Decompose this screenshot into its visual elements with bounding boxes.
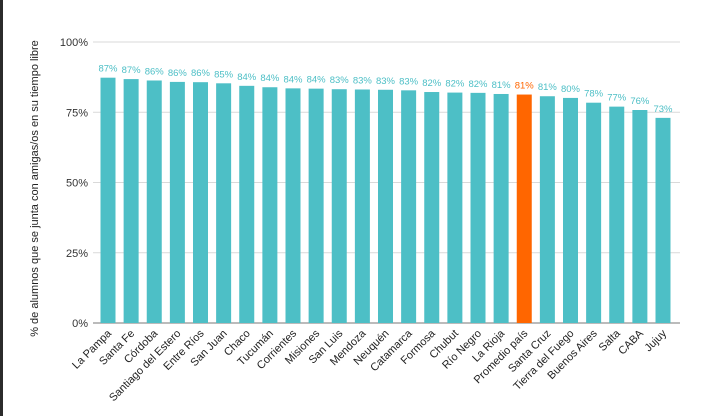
data-label: 82%	[468, 79, 488, 90]
data-label: 87%	[98, 64, 118, 75]
data-label: 78%	[584, 89, 604, 100]
data-label: 77%	[607, 93, 627, 104]
bar	[586, 102, 602, 323]
bar	[169, 81, 185, 323]
bar	[239, 85, 255, 323]
y-tick-label: 25%	[66, 248, 88, 260]
bar	[331, 89, 347, 323]
bar	[655, 117, 671, 324]
data-label: 84%	[260, 73, 280, 84]
data-label: 82%	[422, 78, 442, 89]
bar	[609, 106, 625, 323]
bar	[632, 110, 648, 323]
bar	[447, 92, 463, 323]
bar	[563, 97, 578, 323]
y-tick-label: 75%	[66, 107, 88, 119]
data-label: 83%	[399, 76, 419, 87]
data-label: 84%	[307, 75, 327, 86]
y-tick-label: 100%	[60, 37, 88, 49]
data-label: 87%	[122, 65, 142, 76]
data-label: 83%	[330, 75, 350, 86]
bar	[193, 82, 208, 323]
category-label: Jujuy	[642, 327, 669, 354]
data-label: 86%	[168, 68, 188, 79]
data-label: 82%	[445, 79, 465, 90]
left-frame-edge	[0, 0, 3, 416]
y-tick-label: 50%	[66, 178, 88, 190]
data-label: 73%	[653, 104, 673, 115]
bar	[285, 88, 301, 324]
bar	[401, 90, 417, 323]
data-label: 86%	[191, 68, 211, 79]
data-label: 83%	[353, 75, 373, 86]
data-label: 81%	[515, 81, 535, 92]
bar	[308, 88, 324, 323]
bar	[123, 79, 139, 323]
y-tick-label: 0%	[72, 318, 88, 330]
bar	[100, 77, 116, 323]
data-label: 81%	[538, 82, 558, 93]
bar	[424, 92, 440, 323]
y-axis-title: % de alumnos que se junta con amigas/os …	[29, 40, 41, 337]
bar	[262, 87, 278, 323]
bar	[539, 96, 555, 323]
bar	[146, 80, 162, 323]
data-label: 83%	[376, 76, 396, 87]
category-label: CABA	[616, 327, 646, 357]
bar	[493, 93, 509, 323]
data-label: 81%	[492, 80, 512, 91]
bar	[516, 94, 532, 323]
bar	[354, 89, 370, 323]
data-label: 84%	[237, 72, 257, 83]
data-label: 84%	[283, 74, 303, 85]
data-label: 85%	[214, 69, 234, 80]
bar	[470, 92, 486, 324]
bar	[216, 83, 232, 323]
data-label: 80%	[561, 84, 581, 95]
bar	[378, 89, 393, 324]
data-label: 76%	[630, 96, 650, 107]
data-label: 86%	[145, 66, 165, 77]
